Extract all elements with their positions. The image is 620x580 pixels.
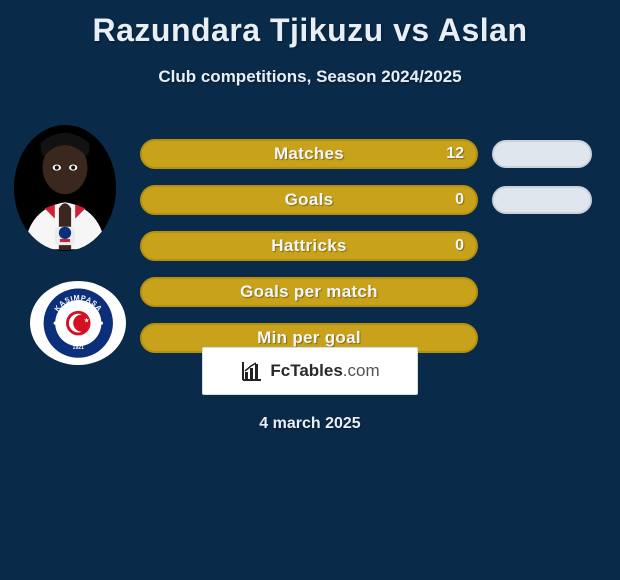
stat-bar-left: Matches 12 <box>140 139 478 169</box>
avatar-column: KASIMPASA 1921 <box>8 125 128 365</box>
stat-row: Hattricks 0 <box>140 231 602 261</box>
stat-bar-left-fill: Hattricks 0 <box>140 231 478 261</box>
club-badge-icon: KASIMPASA 1921 <box>37 287 120 359</box>
stat-row: Goals per match <box>140 277 602 307</box>
stat-row: Matches 12 <box>140 139 602 169</box>
page-title: Razundara Tjikuzu vs Aslan <box>0 0 620 49</box>
subtitle: Club competitions, Season 2024/2025 <box>0 67 620 87</box>
stat-bar-left-fill: Matches 12 <box>140 139 478 169</box>
player-avatar <box>14 125 116 251</box>
svg-text:1921: 1921 <box>72 345 83 351</box>
source-logo-text: FcTables.com <box>270 361 379 381</box>
stat-label: Goals per match <box>240 282 378 302</box>
chart-icon <box>240 359 264 383</box>
silhouette-icon <box>14 125 116 251</box>
stat-label: Min per goal <box>257 328 361 348</box>
stat-bar-left: Goals per match <box>140 277 478 307</box>
stat-row: Goals 0 <box>140 185 602 215</box>
stat-bars: Matches 12 Goals 0 Hattricks 0 Goals per match… <box>140 139 602 369</box>
stat-bar-left: Hattricks 0 <box>140 231 478 261</box>
stat-label: Goals <box>285 190 334 210</box>
logo-suffix: .com <box>343 361 380 380</box>
stat-bar-right <box>492 186 592 214</box>
source-logo: FcTables.com <box>202 347 418 395</box>
stat-label: Hattricks <box>271 236 346 256</box>
stat-label: Matches <box>274 144 344 164</box>
logo-brand: FcTables <box>270 361 342 380</box>
stat-bar-left: Goals 0 <box>140 185 478 215</box>
stat-value: 0 <box>455 191 464 209</box>
stat-bar-right <box>492 140 592 168</box>
club-badge: KASIMPASA 1921 <box>30 281 126 365</box>
stat-value: 0 <box>455 237 464 255</box>
stat-bar-left-fill: Goals per match <box>140 277 478 307</box>
stat-value: 12 <box>446 145 464 163</box>
stat-bar-left-fill: Goals 0 <box>140 185 478 215</box>
footer-date: 4 march 2025 <box>0 415 620 433</box>
